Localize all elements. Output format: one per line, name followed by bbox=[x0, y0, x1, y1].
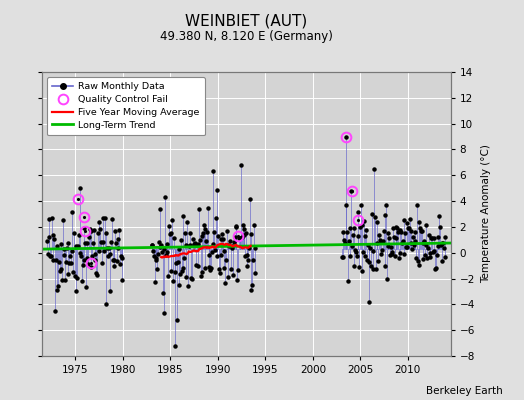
Text: Berkeley Earth: Berkeley Earth bbox=[427, 386, 503, 396]
Text: 49.380 N, 8.120 E (Germany): 49.380 N, 8.120 E (Germany) bbox=[160, 30, 333, 43]
Y-axis label: Temperature Anomaly (°C): Temperature Anomaly (°C) bbox=[481, 144, 490, 284]
Text: WEINBIET (AUT): WEINBIET (AUT) bbox=[185, 14, 308, 29]
Legend: Raw Monthly Data, Quality Control Fail, Five Year Moving Average, Long-Term Tren: Raw Monthly Data, Quality Control Fail, … bbox=[47, 77, 205, 135]
